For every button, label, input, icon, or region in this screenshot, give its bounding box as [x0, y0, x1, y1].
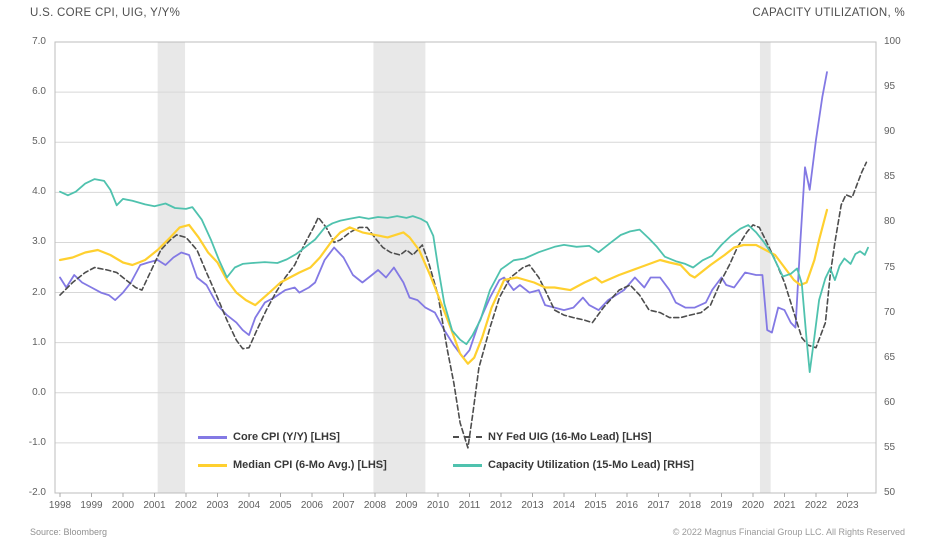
x-tick-label: 2020	[741, 500, 765, 511]
legend-label-median-cpi: Median CPI (6-Mo Avg.) [LHS]	[233, 459, 387, 471]
x-tick-label: 2004	[237, 500, 261, 511]
x-tick-label: 2023	[836, 500, 859, 511]
legend-item-core-cpi: Core CPI (Y/Y) [LHS]	[198, 430, 340, 444]
x-tick-label: 1999	[80, 500, 103, 511]
ny-fed-uig-line	[59, 161, 868, 449]
x-tick-label: 2002	[174, 500, 198, 511]
x-tick-label: 2017	[647, 500, 670, 511]
rhs-tick-label: 80	[884, 216, 896, 228]
x-tick-label: 2005	[269, 500, 292, 511]
x-tick-label: 1998	[48, 500, 72, 511]
x-tick-label: 2001	[143, 500, 166, 511]
legend-label-capacity-utilization: Capacity Utilization (15-Mo Lead) [RHS]	[488, 459, 694, 471]
x-tick-label: 2003	[206, 500, 229, 511]
legend-swatch-median-cpi	[198, 463, 227, 467]
lhs-tick-label: 7.0	[32, 36, 46, 47]
x-tick-label: 2021	[773, 500, 796, 511]
x-tick-label: 2007	[332, 500, 355, 511]
x-tick-label: 2009	[395, 500, 418, 511]
x-tick-label: 2010	[426, 500, 450, 511]
x-tick-label: 2013	[521, 500, 544, 511]
core-cpi-line	[59, 71, 828, 359]
copyright-note: © 2022 Magnus Financial Group LLC. All R…	[672, 527, 905, 537]
rhs-tick-label: 95	[884, 81, 896, 93]
legend-swatch-core-cpi	[198, 435, 227, 439]
legend-item-capacity-utilization: Capacity Utilization (15-Mo Lead) [RHS]	[453, 458, 694, 472]
rhs-tick-label: 65	[884, 351, 896, 363]
legend-label-ny-fed-uig: NY Fed UIG (16-Mo Lead) [LHS]	[488, 431, 652, 443]
source-note: Source: Bloomberg	[30, 527, 108, 537]
lhs-tick-label: 6.0	[32, 86, 46, 98]
recession-band	[759, 42, 771, 493]
rhs-tick-label: 100	[884, 36, 901, 47]
legend-label-core-cpi: Core CPI (Y/Y) [LHS]	[233, 431, 340, 443]
rhs-tick-label: 85	[884, 171, 896, 183]
legend-item-median-cpi: Median CPI (6-Mo Avg.) [LHS]	[198, 458, 387, 472]
lhs-tick-label: 4.0	[32, 186, 46, 198]
median-cpi-line	[58, 208, 829, 365]
lhs-tick-label: 2.0	[32, 286, 46, 298]
lhs-tick-label: 3.0	[32, 236, 46, 248]
x-tick-label: 2000	[111, 500, 135, 511]
lhs-tick-label: -1.0	[28, 436, 46, 448]
plot-border	[54, 41, 877, 494]
rhs-tick-label: 55	[884, 441, 896, 453]
x-tick-label: 2022	[804, 500, 828, 511]
x-tick-label: 2006	[300, 500, 324, 511]
rhs-tick-label: 75	[884, 261, 896, 273]
x-tick-label: 2019	[710, 500, 733, 511]
lhs-tick-label: 5.0	[32, 136, 46, 148]
x-tick-label: 2015	[584, 500, 607, 511]
x-tick-label: 2011	[458, 500, 481, 511]
rhs-tick-label: 50	[884, 487, 896, 498]
recession-band	[157, 42, 186, 493]
recession-band	[373, 42, 426, 493]
lhs-tick-label: -2.0	[28, 487, 46, 498]
rhs-tick-label: 60	[884, 396, 896, 408]
chart-title-left: U.S. CORE CPI, UIG, Y/Y%	[30, 7, 181, 19]
x-tick-label: 2016	[615, 500, 639, 511]
x-tick-label: 2008	[363, 500, 387, 511]
chart-title-right: CAPACITY UTILIZATION, %	[752, 7, 905, 19]
x-tick-label: 2012	[489, 500, 513, 511]
rhs-tick-label: 90	[884, 126, 896, 138]
legend-item-ny-fed-uig: NY Fed UIG (16-Mo Lead) [LHS]	[453, 430, 652, 444]
x-tick-label: 2018	[678, 500, 702, 511]
legend-swatch-capacity-utilization	[453, 463, 482, 467]
capacity-utilization-line	[59, 178, 869, 373]
legend-swatch-ny-fed-uig	[453, 436, 482, 438]
x-tick-label: 2014	[552, 500, 576, 511]
lhs-tick-label: 0.0	[32, 386, 46, 398]
lhs-tick-label: 1.0	[32, 336, 46, 348]
rhs-tick-label: 70	[884, 306, 896, 318]
